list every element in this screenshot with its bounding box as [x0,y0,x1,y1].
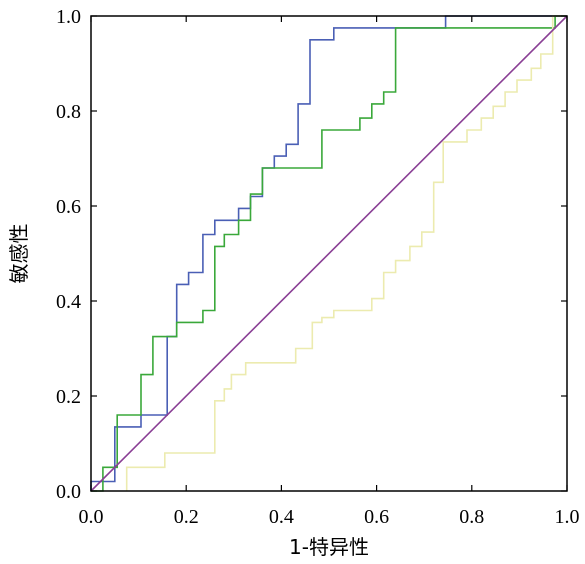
y-tick-label: 1.0 [56,6,81,28]
series-layer [90,15,568,492]
roc-series-3-line [125,15,567,491]
y-tick-label: 0.6 [56,196,81,218]
y-tick-label: 0.8 [56,101,81,123]
x-axis-label: 1-特异性 [289,535,369,559]
y-axis-label: 敏感性 [7,224,31,284]
x-tick-label: 0.4 [269,506,294,528]
ticks-layer: 0.0 0.2 0.4 0.6 0.8 1.0 0.0 0.2 0.4 0.6 0.8 1.0 [56,6,580,528]
roc-series-4-line [90,15,568,492]
roc-series-1-line [90,15,567,491]
x-tick-label: 0.2 [174,506,199,528]
x-tick-label: 0.6 [364,506,389,528]
y-tick-label: 0.4 [56,291,81,313]
y-tick-label: 0.2 [56,386,81,408]
roc-series-2-line [91,15,567,492]
x-tick-label: 0.8 [459,506,484,528]
plot-frame [90,15,568,492]
y-tick-label: 0.0 [56,481,81,503]
x-tick-label: 1.0 [555,506,580,528]
x-tick-label: 0.0 [79,506,104,528]
